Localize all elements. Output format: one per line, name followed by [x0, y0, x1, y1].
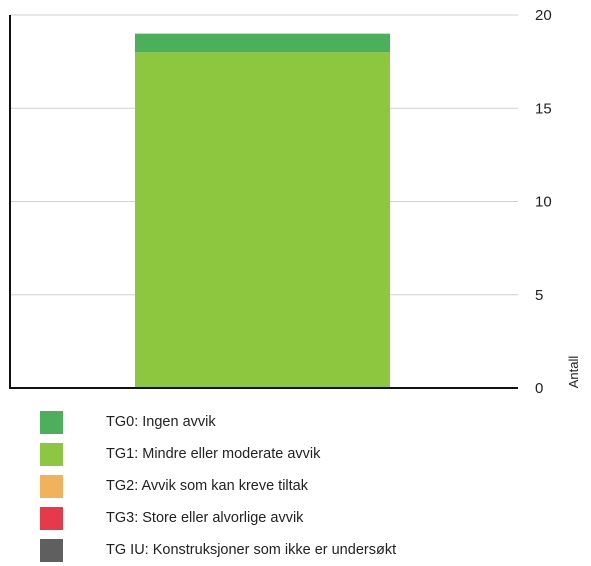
y-tick-label: 5 [535, 287, 543, 304]
legend-item: TG IU: Konstruksjoner som ikke er unders… [40, 534, 396, 566]
chart: 0 5 10 15 20 Antall [9, 7, 581, 397]
bar-segment [135, 33, 390, 53]
y-tick-label: 10 [535, 194, 552, 211]
legend-item: TG1: Mindre eller moderate avvik [40, 438, 396, 470]
legend-swatch [40, 442, 63, 466]
legend-item: TG2: Avvik som kan kreve tiltak [40, 470, 396, 502]
y-tick-labels: 0 5 10 15 20 [535, 7, 552, 397]
y-tick-label: 20 [535, 7, 552, 24]
legend-swatch [40, 410, 63, 434]
legend: TG0: Ingen avvik TG1: Mindre eller modera… [40, 406, 396, 566]
legend-label: TG IU: Konstruksjoner som ikke er unders… [106, 542, 397, 558]
legend-label: TG1: Mindre eller moderate avvik [106, 446, 321, 462]
legend-swatch [40, 538, 63, 562]
legend-label: TG0: Ingen avvik [106, 414, 216, 430]
legend-swatch [40, 506, 63, 530]
y-tick-label: 0 [535, 380, 543, 397]
y-tick-label: 15 [535, 100, 552, 117]
legend-label: TG3: Store eller alvorlige avvik [106, 510, 304, 526]
legend-item: TG3: Store eller alvorlige avvik [40, 502, 396, 534]
y-axis-label: Antall [566, 356, 581, 389]
legend-swatch [40, 474, 63, 498]
bars [135, 33, 390, 389]
legend-item: TG0: Ingen avvik [40, 406, 396, 438]
bar-segment [135, 52, 390, 389]
legend-label: TG2: Avvik som kan kreve tiltak [106, 478, 308, 494]
